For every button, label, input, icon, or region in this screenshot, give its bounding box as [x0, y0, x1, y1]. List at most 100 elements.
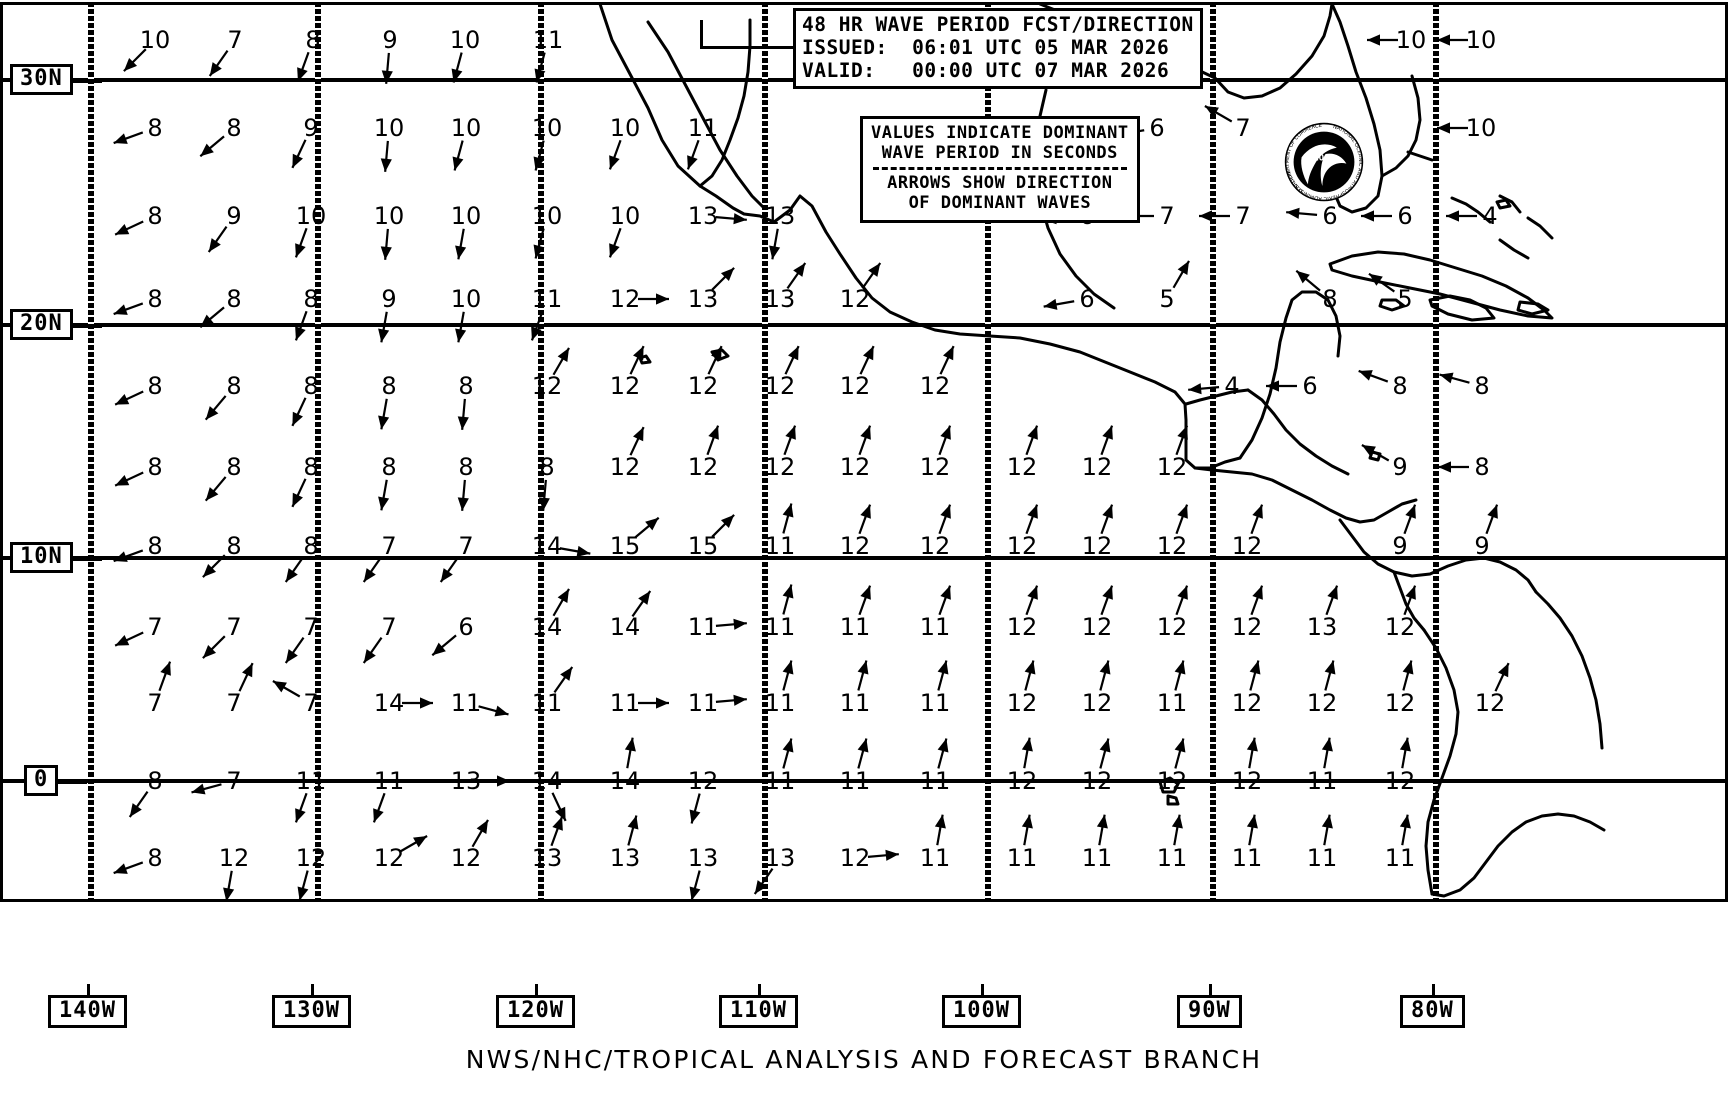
wave-period-value: 13 — [1306, 613, 1338, 641]
wave-direction-arrow-icon — [782, 660, 794, 691]
latitude-label-text: 0 — [34, 767, 49, 792]
wave-period-value: 12 — [839, 453, 871, 481]
wave-direction-arrow-icon — [455, 311, 467, 343]
wave-direction-arrow-icon — [937, 738, 949, 769]
wave-direction-arrow-icon — [380, 140, 392, 172]
wave-period-value: 9 — [382, 26, 398, 54]
wave-direction-arrow-icon — [114, 220, 144, 236]
wave-period-value: 4 — [1482, 202, 1498, 230]
latitude-line-equator — [0, 779, 1728, 783]
wave-direction-arrow-icon — [113, 302, 144, 316]
wave-period-value: 8 — [147, 453, 163, 481]
wave-period-value: 7 — [381, 532, 397, 560]
wave-period-value: 13 — [687, 844, 719, 872]
wave-period-value: 12 — [839, 285, 871, 313]
wave-period-value: 6 — [1302, 372, 1318, 400]
longitude-line-140w — [88, 2, 94, 902]
longitude-line-80w — [1433, 2, 1439, 902]
longitude-line-130w — [315, 2, 321, 902]
wave-period-value: 8 — [147, 532, 163, 560]
wave-direction-arrow-icon — [478, 705, 509, 717]
wave-period-value: 6 — [458, 613, 474, 641]
wave-direction-arrow-icon — [199, 135, 225, 158]
forecast-title-line: 48 HR WAVE PERIOD FCST/DIRECTION — [802, 13, 1194, 36]
latitude-line-10n — [0, 556, 1728, 560]
wave-period-value: 11 — [839, 689, 871, 717]
wave-period-value: 8 — [226, 372, 242, 400]
wave-period-value: 12 — [1384, 767, 1416, 795]
wave-period-value: 15 — [687, 532, 719, 560]
wave-direction-arrow-icon — [1437, 122, 1468, 134]
wave-direction-arrow-icon — [638, 697, 669, 709]
wave-direction-arrow-icon — [1175, 504, 1189, 535]
wave-direction-arrow-icon — [291, 397, 307, 427]
longitude-label-80w: 80W — [1400, 984, 1465, 1028]
wave-period-value: 11 — [764, 689, 796, 717]
wave-period-value: 12 — [839, 532, 871, 560]
wave-period-value: 8 — [303, 532, 319, 560]
longitude-tick — [311, 984, 315, 998]
wave-period-value: 12 — [919, 453, 951, 481]
wave-period-value: 8 — [1474, 372, 1490, 400]
wave-direction-arrow-icon — [294, 310, 308, 341]
wave-period-value: 14 — [609, 613, 641, 641]
wave-direction-arrow-icon — [938, 585, 952, 616]
wave-period-value: 12 — [1081, 767, 1113, 795]
title-leader-horizontal — [700, 46, 796, 49]
wave-direction-arrow-icon — [553, 666, 574, 693]
wave-period-value: 10 — [295, 202, 327, 230]
wave-direction-arrow-icon — [550, 816, 564, 847]
longitude-line-120w — [538, 2, 544, 902]
wave-period-value: 14 — [531, 532, 563, 560]
wave-direction-arrow-icon — [1321, 814, 1333, 846]
wave-direction-arrow-icon — [204, 476, 227, 502]
forecast-issued-line: ISSUED: 06:01 UTC 05 MAR 2026 — [802, 35, 1170, 59]
wave-direction-arrow-icon — [631, 590, 652, 617]
wave-direction-arrow-icon — [1324, 660, 1336, 691]
wave-period-value: 9 — [226, 202, 242, 230]
wave-period-value: 6 — [1322, 202, 1338, 230]
wave-period-value: 10 — [449, 26, 481, 54]
latitude-label-30n: 30N — [10, 64, 102, 95]
wave-period-value: 14 — [373, 689, 405, 717]
wave-direction-arrow-icon — [715, 618, 747, 630]
wave-direction-arrow-icon — [284, 637, 305, 664]
wave-period-value: 8 — [147, 202, 163, 230]
wave-direction-arrow-icon — [934, 814, 946, 846]
wave-period-value: 12 — [764, 453, 796, 481]
wave-period-value: 12 — [1006, 767, 1038, 795]
longitude-label-100w: 100W — [942, 984, 1021, 1028]
wave-period-value: 8 — [1322, 285, 1338, 313]
wave-direction-arrow-icon — [431, 634, 457, 657]
wave-direction-arrow-icon — [381, 52, 393, 84]
wave-period-value: 8 — [303, 453, 319, 481]
wave-direction-arrow-icon — [114, 631, 144, 647]
wave-direction-arrow-icon — [378, 311, 390, 343]
wave-period-value: 8 — [303, 372, 319, 400]
wave-period-value: 12 — [295, 844, 327, 872]
wave-period-value: 12 — [1081, 613, 1113, 641]
wave-period-value: 12 — [218, 844, 250, 872]
wave-direction-arrow-icon — [559, 545, 591, 557]
wave-direction-arrow-icon — [128, 791, 149, 818]
wave-period-value: 11 — [687, 613, 719, 641]
wave-period-value: 10 — [609, 202, 641, 230]
wave-direction-arrow-icon — [753, 868, 774, 895]
wave-direction-arrow-icon — [689, 870, 701, 901]
wave-period-value: 11 — [839, 613, 871, 641]
wave-period-value: 13 — [609, 844, 641, 872]
legend-divider — [873, 166, 1127, 170]
wave-direction-arrow-icon — [1438, 461, 1469, 473]
wave-direction-arrow-icon — [782, 503, 794, 534]
wave-direction-arrow-icon — [1286, 207, 1318, 219]
wave-period-value: 11 — [919, 767, 951, 795]
wave-period-value: 13 — [687, 202, 719, 230]
wave-direction-arrow-icon — [380, 228, 392, 260]
wave-period-value: 13 — [450, 767, 482, 795]
wave-period-value: 9 — [1392, 532, 1408, 560]
title-leader-vertical — [700, 20, 703, 49]
latitude-label-text: 10N — [20, 544, 63, 569]
wave-direction-arrow-icon — [1174, 660, 1186, 691]
longitude-tick — [981, 984, 985, 998]
